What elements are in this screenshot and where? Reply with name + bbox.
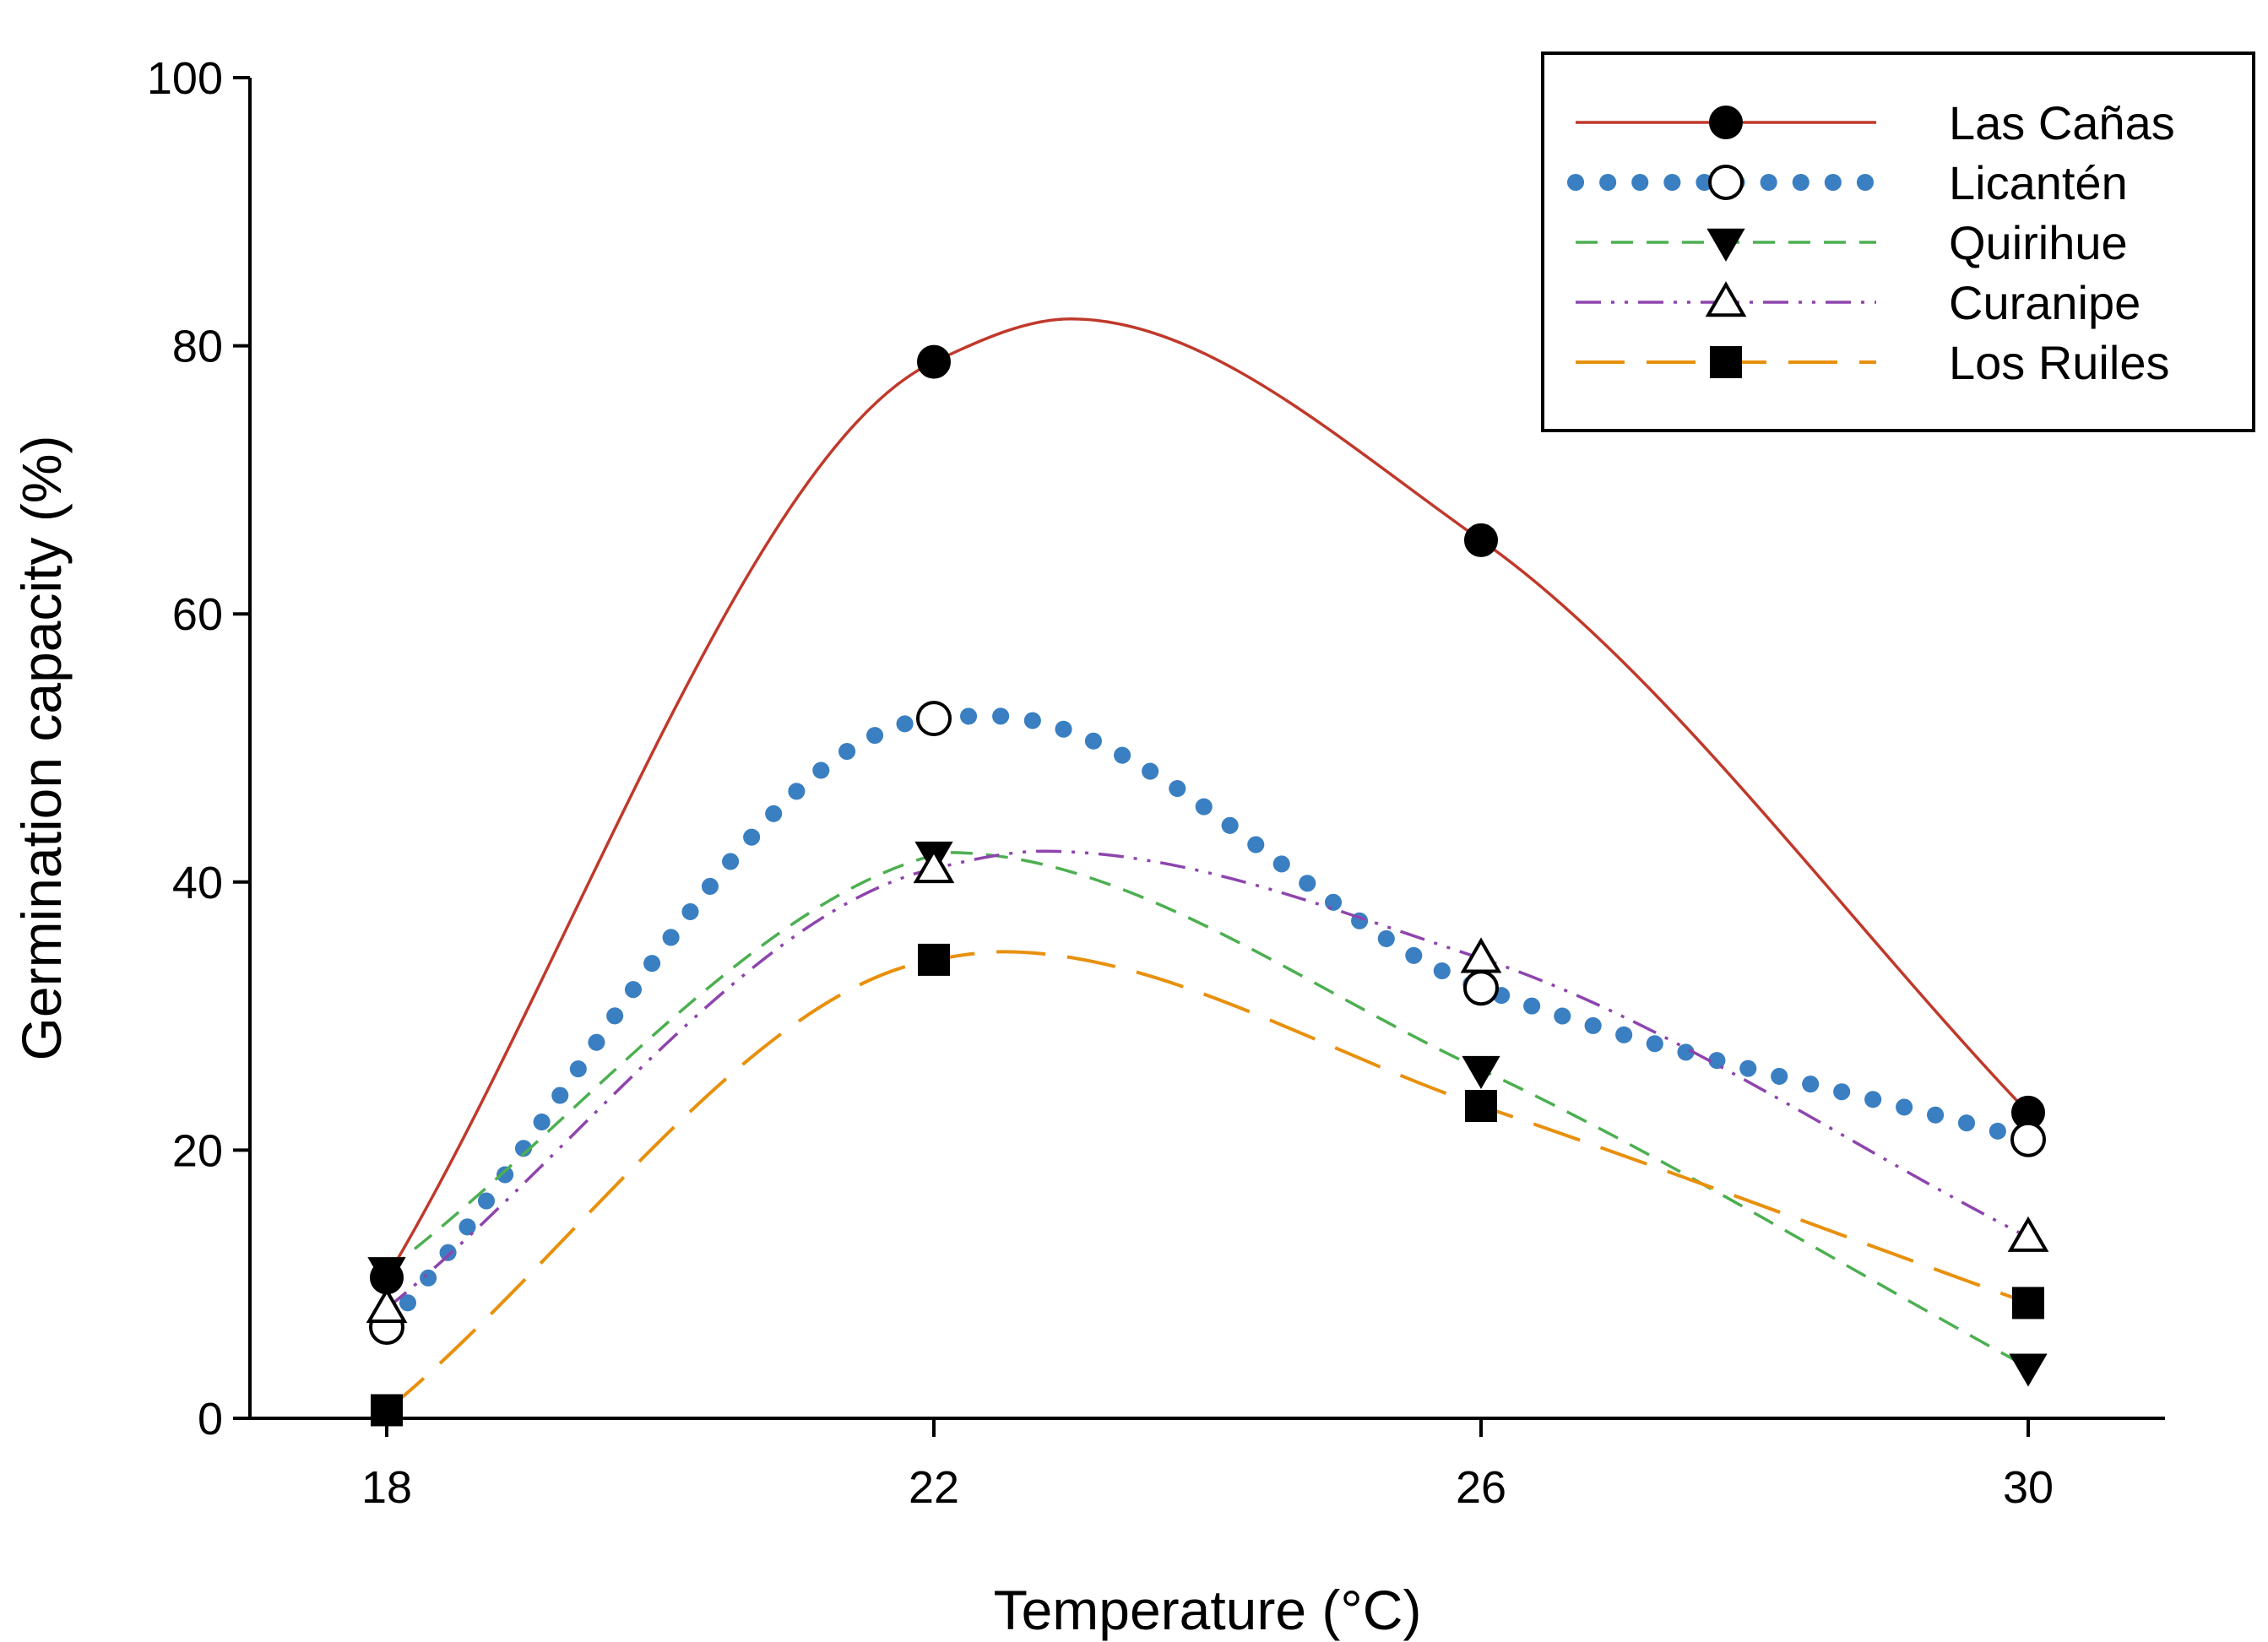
series-layer bbox=[366, 317, 2049, 1427]
x-tick-label: 26 bbox=[1456, 1462, 1506, 1513]
y-axis-title: Germination capacity (%) bbox=[10, 436, 73, 1061]
data-point-3-3 bbox=[2007, 1216, 2049, 1252]
axes bbox=[248, 78, 2165, 1420]
data-point-3-1 bbox=[913, 848, 955, 884]
legend-item: Los Ruiles bbox=[1576, 336, 2169, 389]
legend-item: Las Cañas bbox=[1576, 96, 2175, 149]
data-point-1-3 bbox=[2010, 1121, 2046, 1157]
legend-marker bbox=[1709, 106, 1743, 139]
series-lines bbox=[378, 317, 2037, 1412]
data-point-1-1 bbox=[916, 701, 952, 737]
legend-marker bbox=[1710, 346, 1742, 378]
legend-item: Licantén bbox=[1567, 156, 2128, 209]
legend-label: Los Ruiles bbox=[1949, 336, 2169, 389]
legend-marker bbox=[1708, 165, 1744, 200]
series-line-2 bbox=[385, 851, 2029, 1369]
data-point-3-0 bbox=[366, 1287, 408, 1323]
x-tick-label: 22 bbox=[909, 1462, 959, 1513]
data-point-2-3 bbox=[2009, 1353, 2048, 1387]
series-markers bbox=[366, 344, 2049, 1427]
legend-label: Curanipe bbox=[1949, 276, 2140, 329]
legend-label: Quirihue bbox=[1949, 216, 2128, 269]
data-point-0-1 bbox=[917, 344, 951, 379]
data-point-4-1 bbox=[918, 943, 950, 976]
data-point-4-0 bbox=[371, 1394, 403, 1427]
data-point-4-2 bbox=[1465, 1089, 1497, 1122]
y-tick-label: 80 bbox=[172, 322, 223, 372]
data-point-0-2 bbox=[1464, 523, 1498, 557]
y-ticks: 0 20 40 60 80 100 bbox=[147, 53, 250, 1444]
data-point-1-2 bbox=[1463, 970, 1499, 1006]
data-point-2-2 bbox=[1462, 1055, 1500, 1090]
legend-marker bbox=[1706, 228, 1745, 262]
series-line-4 bbox=[385, 950, 2029, 1412]
y-tick-label: 60 bbox=[172, 589, 223, 640]
data-point-2-0 bbox=[367, 1257, 406, 1291]
x-tick-label: 18 bbox=[361, 1462, 412, 1513]
y-tick-label: 40 bbox=[172, 858, 223, 908]
legend: Las Cañas Licantén Quirihue Curanipe Los Rui… bbox=[1541, 51, 2255, 432]
legend-label: Licantén bbox=[1949, 156, 2128, 209]
series-line-3 bbox=[385, 849, 2029, 1310]
data-point-4-3 bbox=[2012, 1287, 2044, 1320]
y-tick-label: 20 bbox=[172, 1125, 223, 1176]
x-tick-label: 30 bbox=[2003, 1462, 2054, 1513]
y-tick-label: 100 bbox=[147, 53, 223, 104]
legend-label: Las Cañas bbox=[1949, 96, 2175, 149]
x-ticks: 18 22 26 30 bbox=[361, 1418, 2054, 1513]
data-point-3-2 bbox=[1460, 937, 1502, 973]
series-line-0 bbox=[385, 317, 2030, 1279]
x-axis-title: Temperature (°C) bbox=[994, 1579, 1422, 1641]
legend-item: Curanipe bbox=[1576, 276, 2140, 329]
legend-item: Quirihue bbox=[1576, 216, 2128, 269]
legend-marker bbox=[1705, 281, 1747, 317]
y-tick-label: 0 bbox=[198, 1394, 223, 1444]
series-line-1 bbox=[378, 707, 2037, 1336]
